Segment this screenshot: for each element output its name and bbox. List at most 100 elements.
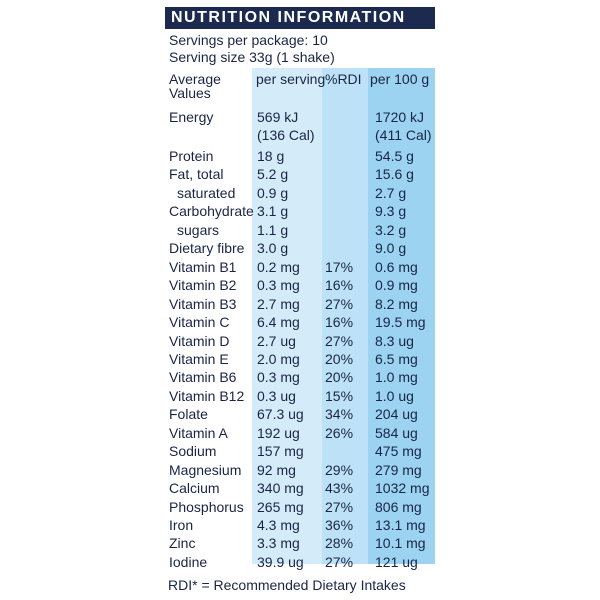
row-label: Carbohydrate — [169, 203, 254, 220]
energy-serving-cal: (136 Cal) — [257, 127, 315, 143]
row-per-serving: 2.7 mg — [257, 295, 300, 312]
row-per-serving: 2.0 mg — [257, 350, 300, 367]
row-rdi: 27% — [325, 498, 354, 515]
header-per-100g: per 100 g — [370, 71, 430, 87]
row-per-100g: 9.0 g — [375, 240, 407, 257]
rdi-column-bg — [322, 68, 368, 564]
row-rdi: 17% — [325, 258, 354, 275]
row-label: sugars — [177, 221, 220, 238]
row-label: saturated — [177, 184, 236, 201]
header-per-serving: per serving — [256, 71, 326, 87]
row-label: Vitamin B3 — [169, 295, 237, 312]
serving-size: Serving size 33g (1 shake) — [169, 49, 335, 65]
row-label: Vitamin C — [169, 314, 230, 331]
row-per-serving: 0.3 mg — [257, 277, 300, 294]
row-per-100g: 806 mg — [375, 498, 422, 515]
row-label: Iron — [169, 517, 194, 533]
per-100g-column-bg — [368, 68, 435, 564]
row-per-100g: 1.0 mg — [375, 369, 418, 386]
row-per-serving: 3.1 g — [257, 203, 289, 220]
row-per-serving: 67.3 ug — [257, 406, 304, 423]
row-per-100g: 54.5 g — [375, 148, 414, 164]
panel-title: NUTRITION INFORMATION — [165, 7, 435, 29]
row-per-100g: 2.7 g — [375, 184, 407, 201]
row-label: Vitamin B12 — [169, 387, 245, 404]
energy-per100: 1720 kJ (411 Cal) — [375, 108, 432, 144]
row-per-100g: 8.2 mg — [375, 295, 418, 312]
row-per-serving: 0.9 g — [257, 184, 289, 201]
row-per-serving: 0.3 mg — [257, 369, 300, 386]
row-rdi: 34% — [325, 406, 354, 423]
row-label: Dietary fibre — [169, 240, 245, 257]
row-rdi: 26% — [325, 424, 354, 441]
row-rdi: 20% — [325, 369, 354, 386]
header-average: Average — [169, 71, 221, 87]
row-label: Iodine — [169, 553, 208, 570]
row-per-serving: 192 ug — [257, 424, 300, 441]
row-label: Vitamin B1 — [169, 258, 237, 275]
row-per-serving: 4.3 mg — [257, 517, 300, 533]
row-per-100g: 204 ug — [375, 406, 418, 423]
energy-label: Energy — [169, 109, 214, 125]
row-per-serving: 3.0 g — [257, 240, 289, 257]
row-per-serving: 92 mg — [257, 461, 296, 478]
energy-serving-kj: 569 kJ — [257, 109, 299, 125]
row-per-100g: 3.2 g — [375, 221, 407, 238]
row-per-100g: 0.9 mg — [375, 277, 418, 294]
row-per-100g: 0.6 mg — [375, 258, 418, 275]
row-per-serving: 0.3 ug — [257, 387, 296, 404]
row-rdi: 36% — [325, 517, 354, 533]
energy-per100-cal: (411 Cal) — [375, 127, 432, 143]
row-rdi: 27% — [325, 553, 354, 570]
energy-per100-kj: 1720 kJ — [375, 109, 425, 125]
row-rdi: 28% — [325, 535, 354, 552]
row-per-100g: 15.6 g — [375, 166, 414, 183]
row-label: Vitamin B6 — [169, 369, 237, 386]
row-per-serving: 1.1 g — [257, 221, 289, 238]
servings-per-package: Servings per package: 10 — [169, 32, 328, 48]
row-label: Phosphorus — [169, 498, 244, 515]
row-label: Magnesium — [169, 461, 242, 478]
row-rdi: 16% — [325, 314, 354, 331]
row-per-100g: 121 ug — [375, 553, 418, 570]
row-rdi: 16% — [325, 277, 354, 294]
row-per-serving: 5.2 g — [257, 166, 289, 183]
row-label: Calcium — [169, 480, 220, 497]
row-rdi: 15% — [325, 387, 354, 404]
row-per-serving: 3.3 mg — [257, 535, 300, 552]
row-label: Vitamin B2 — [169, 277, 237, 294]
row-label: Vitamin A — [169, 424, 228, 441]
row-label: Protein — [169, 148, 214, 164]
row-per-serving: 265 mg — [257, 498, 304, 515]
row-per-serving: 6.4 mg — [257, 314, 300, 331]
row-per-100g: 8.3 ug — [375, 332, 414, 349]
row-label: Sodium — [169, 443, 217, 460]
row-rdi: 20% — [325, 350, 354, 367]
row-per-serving: 39.9 ug — [257, 553, 304, 570]
per-serving-column-bg — [252, 68, 322, 564]
row-label: Vitamin E — [169, 350, 229, 367]
header-average-values: Average Values — [169, 72, 221, 100]
header-values: Values — [169, 85, 211, 101]
row-per-serving: 2.7 ug — [257, 332, 296, 349]
header-rdi: %RDI — [325, 71, 362, 87]
nutrition-table: Average Values per serving %RDI per 100 … — [165, 68, 435, 570]
row-per-100g: 1.0 ug — [375, 387, 414, 404]
energy-serving: 569 kJ (136 Cal) — [257, 108, 315, 144]
row-label: Fat, total — [169, 166, 224, 183]
row-per-100g: 279 mg — [375, 461, 422, 478]
row-per-100g: 9.3 g — [375, 203, 407, 220]
row-per-100g: 475 mg — [375, 443, 422, 460]
row-per-100g: 1032 mg — [375, 480, 430, 497]
row-per-serving: 157 mg — [257, 443, 304, 460]
row-per-serving: 18 g — [257, 148, 285, 164]
row-rdi: 27% — [325, 295, 354, 312]
row-per-100g: 13.1 mg — [375, 517, 426, 533]
row-label: Folate — [169, 406, 208, 423]
servings-info: Servings per package: 10 Serving size 33… — [165, 32, 435, 66]
row-label: Vitamin D — [169, 332, 230, 349]
row-label: Zinc — [169, 535, 196, 552]
footnote: RDI* = Recommended Dietary Intakes — [168, 577, 406, 593]
row-per-100g: 6.5 mg — [375, 350, 418, 367]
row-per-100g: 10.1 mg — [375, 535, 426, 552]
